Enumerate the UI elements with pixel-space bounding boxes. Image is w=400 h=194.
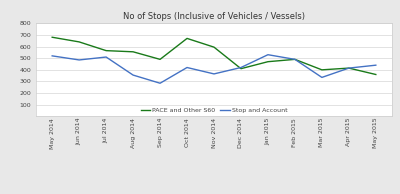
PACE and Other S60 [292,58,297,61]
Stop and Account [185,66,190,69]
PACE and Other S60 [77,41,82,43]
Stop and Account [292,58,297,61]
Title: No of Stops (Inclusive of Vehicles / Vessels): No of Stops (Inclusive of Vehicles / Ves… [123,12,305,21]
PACE and Other S60 [158,58,162,61]
PACE and Other S60 [374,73,378,76]
Stop and Account [212,73,216,75]
Stop and Account [158,82,162,84]
Stop and Account [50,55,54,57]
Stop and Account [346,67,351,69]
PACE and Other S60 [131,51,136,53]
PACE and Other S60 [266,61,270,63]
PACE and Other S60 [212,46,216,48]
Line: Stop and Account: Stop and Account [52,55,376,83]
PACE and Other S60 [104,49,108,52]
Line: PACE and Other S60: PACE and Other S60 [52,37,376,74]
Stop and Account [77,59,82,61]
PACE and Other S60 [50,36,54,38]
PACE and Other S60 [320,69,324,71]
Stop and Account [238,66,243,69]
PACE and Other S60 [185,37,190,40]
Stop and Account [320,76,324,79]
Stop and Account [104,56,108,58]
Stop and Account [374,64,378,66]
PACE and Other S60 [238,68,243,70]
PACE and Other S60 [346,67,351,69]
Stop and Account [266,54,270,56]
Legend: PACE and Other S60, Stop and Account: PACE and Other S60, Stop and Account [138,105,290,115]
Stop and Account [131,74,136,76]
